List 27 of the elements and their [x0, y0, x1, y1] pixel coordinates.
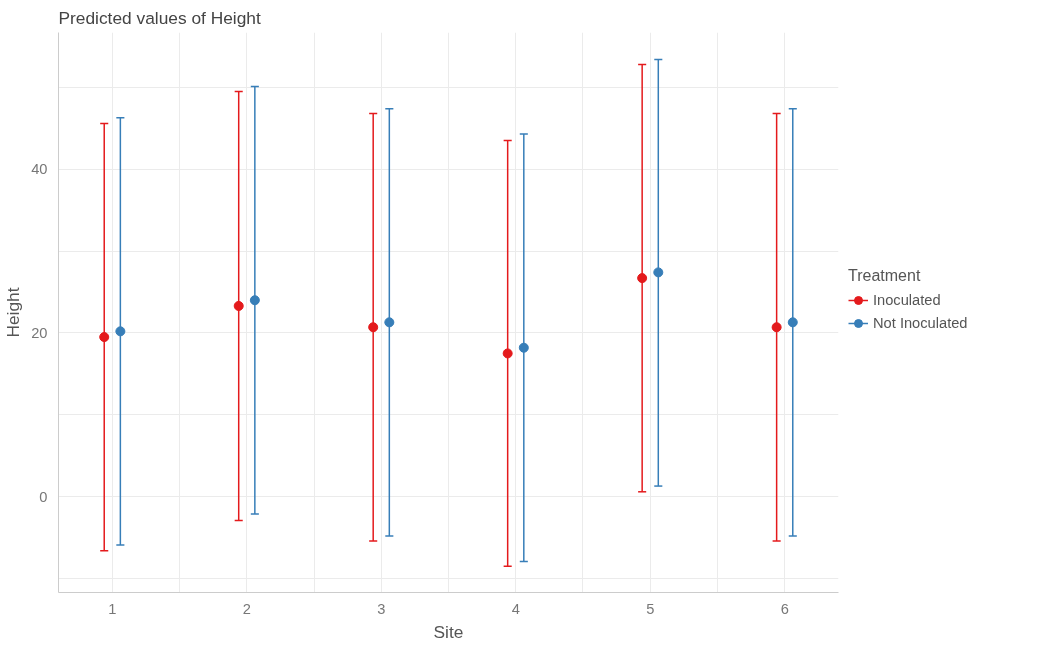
y-tick-label: 20: [31, 324, 48, 341]
x-tick-label: 2: [242, 600, 251, 617]
y-axis-title: Height: [3, 287, 24, 338]
point: [249, 295, 260, 306]
legend-title: Treatment: [848, 267, 922, 285]
point: [99, 332, 110, 343]
x-tick-label: 1: [108, 600, 117, 617]
point: [771, 322, 782, 333]
x-tick-label: 6: [780, 600, 789, 617]
y-tick-label: 40: [31, 161, 48, 178]
point: [384, 317, 395, 328]
x-tick-label: 4: [511, 600, 520, 617]
chart-title: Predicted values of Height: [58, 7, 261, 28]
x-axis-title: Site: [433, 621, 464, 642]
point: [233, 300, 244, 311]
point: [518, 342, 529, 353]
point: [502, 348, 513, 359]
x-tick-label: 5: [646, 600, 655, 617]
point: [637, 273, 648, 284]
legend-label: Inoculated: [873, 292, 941, 308]
x-tick-label: 3: [377, 600, 386, 617]
point: [787, 317, 798, 328]
legend-label: Not Inoculated: [873, 315, 968, 331]
point: [115, 326, 126, 337]
point: [653, 267, 664, 278]
y-tick-label: 0: [39, 488, 48, 505]
point: [368, 322, 379, 333]
